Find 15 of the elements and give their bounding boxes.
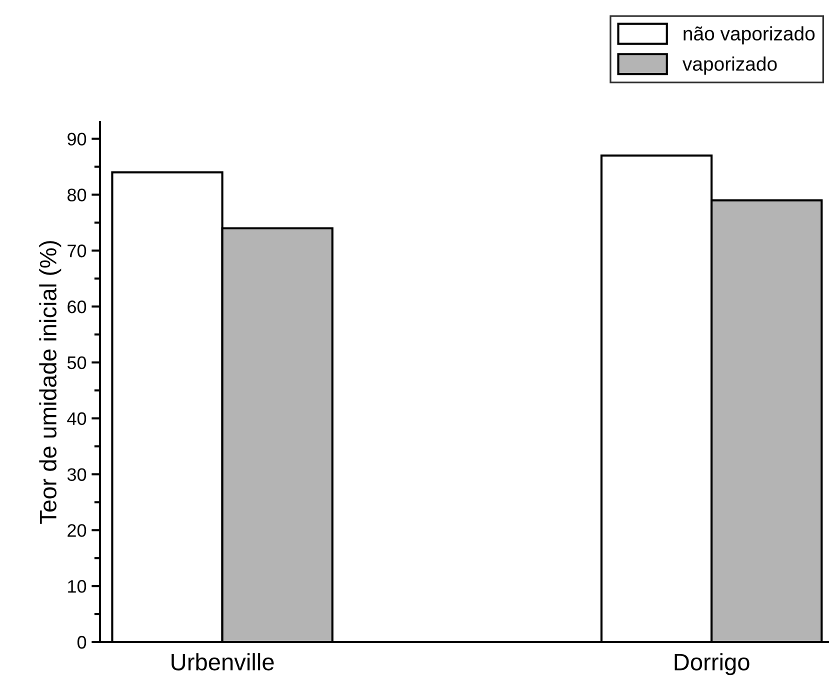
x-tick-label: Urbenville bbox=[172, 653, 274, 670]
y-axis-title: Teor de umidade inicial (%) bbox=[39, 241, 62, 524]
y-tick-label: 40 bbox=[67, 412, 86, 426]
y-tick-label: 90 bbox=[68, 132, 86, 146]
y-tick-label: 70 bbox=[68, 244, 86, 258]
x-tick-label: Dorrigo bbox=[674, 653, 750, 676]
legend-label: não vaporizado bbox=[684, 26, 815, 44]
y-tick-label: 50 bbox=[67, 356, 86, 370]
y-tick-label: 20 bbox=[68, 524, 86, 537]
legend-label: vaporizado bbox=[682, 56, 777, 75]
y-tick-label: 0 bbox=[77, 636, 86, 649]
y-tick-label: 10 bbox=[68, 580, 86, 593]
y-tick-label: 60 bbox=[68, 300, 86, 314]
y-tick-label: 30 bbox=[67, 468, 86, 481]
y-tick-label: 80 bbox=[68, 188, 86, 202]
